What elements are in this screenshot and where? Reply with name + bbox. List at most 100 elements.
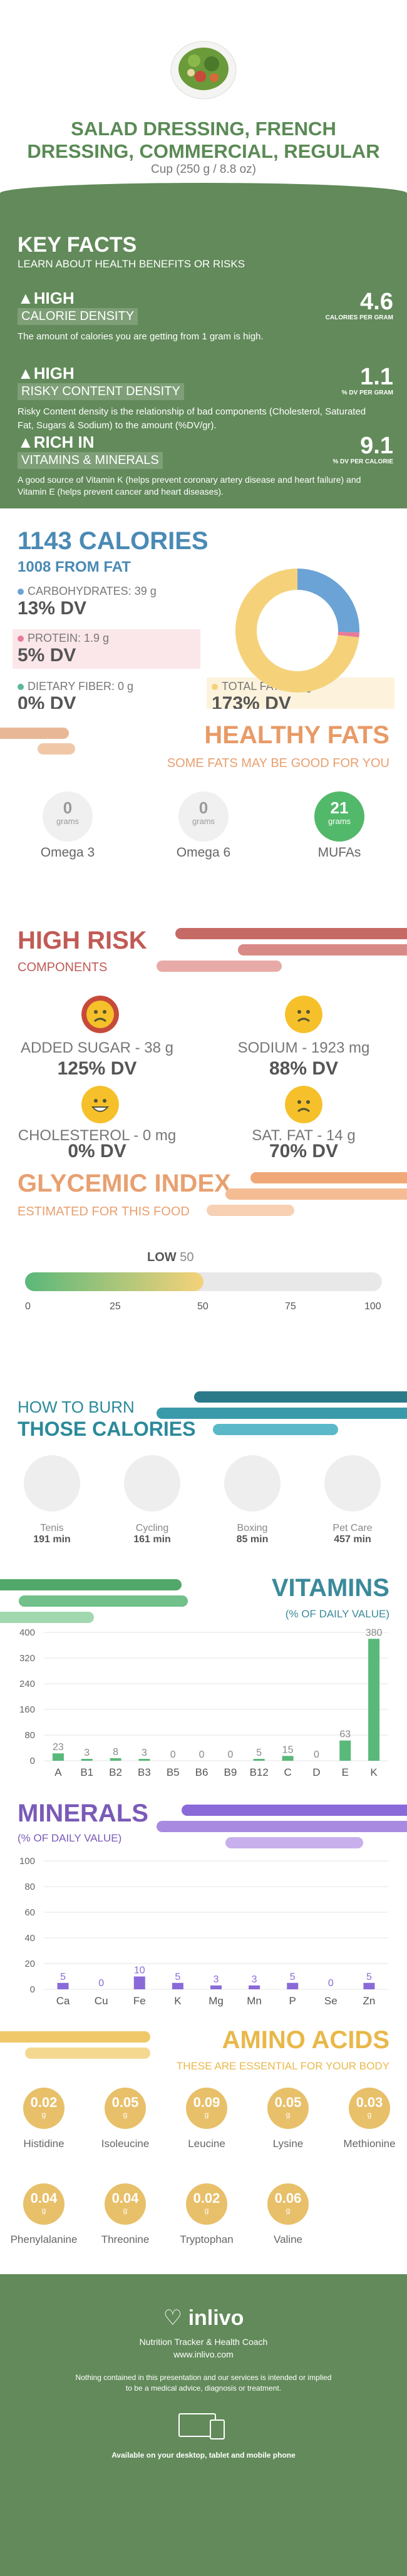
amino-name: Methionine bbox=[343, 2138, 396, 2150]
nutrient-dv: 173% DV bbox=[212, 693, 291, 709]
key-fact-level: HIGH bbox=[33, 364, 75, 383]
glycemic-index-section: GLYCEMIC INDEX ESTIMATED FOR THIS FOOD L… bbox=[0, 1160, 407, 1385]
footer-brand: ♡ inlivo bbox=[0, 2306, 407, 2331]
amino-item-isoleucine: 0.05 g Isoleucine bbox=[94, 2088, 157, 2150]
footer: ♡ inlivo Nutrition Tracker & Health Coac… bbox=[0, 2274, 407, 2576]
bar-P bbox=[287, 1982, 299, 1989]
amino-name: Threonine bbox=[101, 2233, 150, 2245]
y-tick-label: 100 bbox=[19, 1856, 35, 1867]
up-arrow-icon: ▲ bbox=[18, 433, 34, 451]
fat-unit: grams bbox=[56, 817, 80, 826]
sad-face-icon bbox=[285, 996, 322, 1033]
bar-value-label: 23 bbox=[53, 1742, 64, 1753]
tennis-icon bbox=[24, 1455, 80, 1512]
amino-name: Valine bbox=[274, 2233, 302, 2245]
serving-size: Cup (250 g / 8.8 oz) bbox=[151, 163, 256, 176]
decor-band bbox=[225, 1188, 407, 1200]
nutrient-carbohydrates: CARBOHYDRATES: 39 g 13% DV bbox=[13, 582, 200, 622]
bar-Zn bbox=[363, 1982, 375, 1989]
boxing-icon bbox=[224, 1455, 281, 1512]
nutrient-dv: 5% DV bbox=[18, 645, 76, 666]
burn-calories-section: HOW TO BURN THOSE CALORIES Tenis 191 min… bbox=[0, 1385, 407, 1567]
key-fact-category: CALORIE DENSITY bbox=[18, 308, 138, 325]
key-fact-risky-density: ▲HIGH RISKY CONTENT DENSITY 1.1 % DV PER… bbox=[18, 364, 393, 433]
x-tick-label: B6 bbox=[195, 1766, 209, 1778]
burn-title-2: THOSE CALORIES bbox=[18, 1418, 196, 1440]
nutrient-fiber: DIETARY FIBER: 0 g 0% DV bbox=[13, 677, 200, 709]
x-tick-label: Zn bbox=[363, 1995, 376, 2007]
fat-circle-omega6: 0 grams bbox=[178, 791, 229, 842]
decor-band bbox=[157, 1821, 407, 1832]
bar-B1 bbox=[81, 1759, 93, 1761]
color-dot bbox=[212, 684, 218, 690]
bar-value-label: 5 bbox=[366, 1972, 372, 1982]
glycemic-track bbox=[25, 1272, 382, 1291]
healthy-fats-title: HEALTHY FATS bbox=[204, 721, 389, 749]
disclaimer-1: Nothing contained in this presentation a… bbox=[75, 2373, 332, 2382]
macro-donut-chart bbox=[235, 569, 359, 693]
decor-band bbox=[238, 944, 407, 956]
decor-band bbox=[0, 1579, 182, 1590]
x-tick-label: D bbox=[312, 1766, 320, 1778]
amino-circle: 0.04 g bbox=[105, 2183, 146, 2225]
activity-minutes: 457 min bbox=[334, 1534, 371, 1545]
bar-C bbox=[282, 1756, 294, 1761]
bar-value-label: 8 bbox=[113, 1747, 118, 1758]
activity-cycling: Cycling 161 min bbox=[111, 1455, 193, 1545]
amino-item-tryptophan: 0.02 g Tryptophan bbox=[175, 2183, 238, 2246]
nutrient-dv: 13% DV bbox=[18, 598, 87, 619]
amino-unit: g bbox=[123, 2206, 128, 2215]
amino-value: 0.09 bbox=[193, 2094, 220, 2110]
amino-name: Leucine bbox=[188, 2138, 225, 2150]
y-tick-label: 160 bbox=[19, 1704, 35, 1715]
donut-slice-total-fat bbox=[235, 569, 359, 693]
fat-circle-omega3: 0 grams bbox=[43, 791, 93, 842]
amino-unit: g bbox=[286, 2206, 291, 2215]
bar-K bbox=[172, 1982, 183, 1989]
activity-pet-care: Pet Care 457 min bbox=[312, 1455, 393, 1545]
bar-Ca bbox=[57, 1982, 69, 1989]
amino-circle: 0.06 g bbox=[267, 2183, 309, 2225]
vitamins-title: VITAMINS bbox=[271, 1574, 389, 1602]
color-dot bbox=[18, 589, 24, 595]
amino-circle: 0.03 g bbox=[349, 2088, 390, 2129]
x-tick-label: B9 bbox=[224, 1766, 237, 1778]
amino-item-leucine: 0.09 g Leucine bbox=[175, 2088, 238, 2150]
color-dot bbox=[18, 684, 24, 690]
bar-K bbox=[368, 1639, 380, 1761]
y-tick-label: 60 bbox=[24, 1907, 35, 1918]
fat-label: Omega 3 bbox=[40, 845, 95, 860]
color-dot bbox=[18, 636, 24, 642]
y-tick-label: 20 bbox=[24, 1959, 35, 1969]
glycemic-tick: 50 bbox=[197, 1301, 209, 1312]
decor-band bbox=[175, 928, 407, 939]
x-tick-label: Ca bbox=[56, 1995, 70, 2007]
x-tick-label: B2 bbox=[109, 1766, 122, 1778]
fat-value: 0 bbox=[198, 798, 209, 817]
minerals-subtitle: (% OF DAILY VALUE) bbox=[18, 1832, 122, 1844]
decor-band bbox=[194, 1391, 407, 1403]
footer-url[interactable]: www.inlivo.com bbox=[173, 2349, 234, 2359]
bar-value-label: 63 bbox=[339, 1729, 351, 1740]
glycemic-level: LOW 50 bbox=[147, 1250, 193, 1265]
up-arrow-icon: ▲ bbox=[18, 289, 34, 307]
decor-band bbox=[0, 728, 69, 739]
salad-bowl-icon bbox=[170, 41, 237, 100]
x-tick-label: Mg bbox=[209, 1995, 224, 2007]
amino-value: 0.02 bbox=[193, 2190, 220, 2206]
bar-value-label: 15 bbox=[282, 1744, 294, 1755]
y-tick-label: 0 bbox=[30, 1756, 35, 1766]
bar-E bbox=[339, 1740, 351, 1761]
x-tick-label: Cu bbox=[95, 1995, 108, 2007]
x-tick-label: B5 bbox=[167, 1766, 180, 1778]
decor-band bbox=[38, 743, 75, 755]
amino-circle: 0.05 g bbox=[267, 2088, 309, 2129]
decor-band bbox=[0, 1612, 94, 1623]
x-tick-label: B1 bbox=[80, 1766, 93, 1778]
amino-circle: 0.04 g bbox=[23, 2183, 64, 2225]
key-fact-description: The amount of calories you are getting f… bbox=[18, 331, 264, 342]
amino-name: Lysine bbox=[272, 2138, 304, 2150]
key-fact-level: RICH IN bbox=[33, 433, 95, 451]
bar-value-label: 3 bbox=[252, 1974, 257, 1985]
minerals-bar-chart: 100 80 60 40 20 0 5 Ca 0 Cu 10 Fe 5 K 3 Mg 3 Mn 5 P 0 Se 5 Zn bbox=[19, 1856, 388, 2007]
